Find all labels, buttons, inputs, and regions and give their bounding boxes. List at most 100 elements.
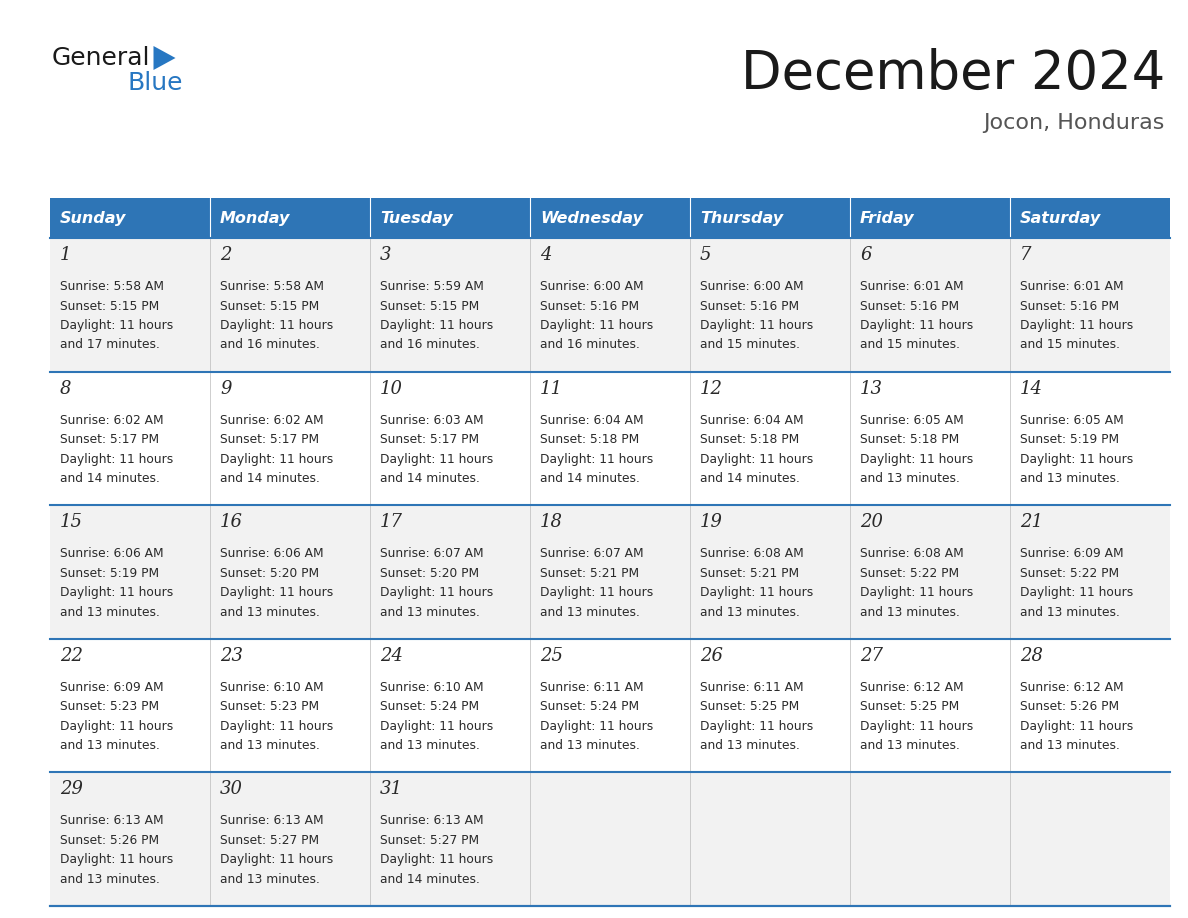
Text: and 13 minutes.: and 13 minutes. (220, 873, 320, 886)
Text: Sunrise: 5:58 AM: Sunrise: 5:58 AM (220, 280, 324, 293)
Text: Daylight: 11 hours: Daylight: 11 hours (61, 720, 173, 733)
Text: and 17 minutes.: and 17 minutes. (61, 339, 160, 352)
Text: 17: 17 (380, 513, 403, 532)
Text: Sunrise: 6:02 AM: Sunrise: 6:02 AM (220, 414, 323, 427)
Text: and 13 minutes.: and 13 minutes. (1020, 739, 1120, 752)
Text: and 13 minutes.: and 13 minutes. (380, 739, 480, 752)
Text: Daylight: 11 hours: Daylight: 11 hours (860, 453, 973, 465)
Bar (50, 639, 1170, 772)
Text: General: General (52, 46, 151, 70)
Text: Daylight: 11 hours: Daylight: 11 hours (220, 587, 334, 599)
Text: Sunset: 5:23 PM: Sunset: 5:23 PM (61, 700, 159, 713)
Text: and 16 minutes.: and 16 minutes. (220, 339, 320, 352)
Bar (50, 238, 1170, 372)
Text: Sunrise: 6:10 AM: Sunrise: 6:10 AM (220, 681, 323, 694)
Text: Sunrise: 6:06 AM: Sunrise: 6:06 AM (220, 547, 323, 560)
Text: Sunrise: 6:04 AM: Sunrise: 6:04 AM (541, 414, 644, 427)
Text: Tuesday: Tuesday (380, 210, 453, 226)
Text: 23: 23 (220, 647, 244, 665)
Bar (369, 198, 530, 238)
Text: Sunrise: 5:58 AM: Sunrise: 5:58 AM (61, 280, 164, 293)
Text: Sunset: 5:19 PM: Sunset: 5:19 PM (61, 566, 159, 579)
Text: Daylight: 11 hours: Daylight: 11 hours (220, 720, 334, 733)
Text: Sunset: 5:15 PM: Sunset: 5:15 PM (61, 299, 159, 312)
Text: 28: 28 (1020, 647, 1043, 665)
Text: Sunrise: 6:05 AM: Sunrise: 6:05 AM (1020, 414, 1124, 427)
Text: Sunset: 5:15 PM: Sunset: 5:15 PM (220, 299, 320, 312)
Text: Sunrise: 6:12 AM: Sunrise: 6:12 AM (1020, 681, 1124, 694)
Text: Daylight: 11 hours: Daylight: 11 hours (700, 453, 814, 465)
Text: Sunrise: 6:01 AM: Sunrise: 6:01 AM (1020, 280, 1124, 293)
Text: 25: 25 (541, 647, 563, 665)
Text: Sunset: 5:18 PM: Sunset: 5:18 PM (860, 433, 959, 446)
Text: and 13 minutes.: and 13 minutes. (700, 606, 800, 619)
Text: Daylight: 11 hours: Daylight: 11 hours (380, 319, 493, 332)
Text: and 14 minutes.: and 14 minutes. (700, 472, 800, 485)
Text: Sunset: 5:16 PM: Sunset: 5:16 PM (541, 299, 639, 312)
Text: 22: 22 (61, 647, 83, 665)
Text: Daylight: 11 hours: Daylight: 11 hours (541, 319, 653, 332)
Text: Friday: Friday (860, 210, 915, 226)
Polygon shape (153, 46, 176, 70)
Text: 27: 27 (860, 647, 883, 665)
Text: and 14 minutes.: and 14 minutes. (380, 873, 480, 886)
Text: Daylight: 11 hours: Daylight: 11 hours (61, 854, 173, 867)
Text: December 2024: December 2024 (741, 48, 1165, 100)
Text: and 13 minutes.: and 13 minutes. (1020, 606, 1120, 619)
Text: and 13 minutes.: and 13 minutes. (860, 472, 960, 485)
Text: Sunset: 5:17 PM: Sunset: 5:17 PM (220, 433, 320, 446)
Text: Sunset: 5:16 PM: Sunset: 5:16 PM (860, 299, 959, 312)
Text: Sunrise: 6:08 AM: Sunrise: 6:08 AM (700, 547, 804, 560)
Text: 20: 20 (860, 513, 883, 532)
Text: Daylight: 11 hours: Daylight: 11 hours (380, 587, 493, 599)
Text: Sunrise: 6:13 AM: Sunrise: 6:13 AM (220, 814, 323, 827)
Text: and 13 minutes.: and 13 minutes. (700, 739, 800, 752)
Text: Sunrise: 6:07 AM: Sunrise: 6:07 AM (541, 547, 644, 560)
Text: Sunrise: 6:09 AM: Sunrise: 6:09 AM (61, 681, 164, 694)
Text: and 13 minutes.: and 13 minutes. (860, 739, 960, 752)
Text: Sunset: 5:15 PM: Sunset: 5:15 PM (380, 299, 479, 312)
Text: 14: 14 (1020, 380, 1043, 397)
Text: Daylight: 11 hours: Daylight: 11 hours (860, 319, 973, 332)
Text: Sunrise: 6:08 AM: Sunrise: 6:08 AM (860, 547, 963, 560)
Text: Sunrise: 6:02 AM: Sunrise: 6:02 AM (61, 414, 164, 427)
Text: and 16 minutes.: and 16 minutes. (541, 339, 640, 352)
Bar (50, 372, 1170, 505)
Text: Daylight: 11 hours: Daylight: 11 hours (1020, 453, 1133, 465)
Text: Daylight: 11 hours: Daylight: 11 hours (700, 587, 814, 599)
Text: Sunrise: 6:00 AM: Sunrise: 6:00 AM (541, 280, 644, 293)
Text: 8: 8 (61, 380, 71, 397)
Bar (50, 505, 1170, 639)
Text: 24: 24 (380, 647, 403, 665)
Text: Sunset: 5:17 PM: Sunset: 5:17 PM (61, 433, 159, 446)
Text: Sunset: 5:18 PM: Sunset: 5:18 PM (541, 433, 639, 446)
Text: Sunset: 5:27 PM: Sunset: 5:27 PM (220, 834, 320, 847)
Text: Sunset: 5:23 PM: Sunset: 5:23 PM (220, 700, 320, 713)
Text: Sunrise: 6:12 AM: Sunrise: 6:12 AM (860, 681, 963, 694)
Text: Daylight: 11 hours: Daylight: 11 hours (860, 720, 973, 733)
Text: Sunset: 5:19 PM: Sunset: 5:19 PM (1020, 433, 1119, 446)
Text: Daylight: 11 hours: Daylight: 11 hours (220, 319, 334, 332)
Text: Daylight: 11 hours: Daylight: 11 hours (61, 587, 173, 599)
Text: Sunset: 5:25 PM: Sunset: 5:25 PM (700, 700, 800, 713)
Text: Sunset: 5:20 PM: Sunset: 5:20 PM (220, 566, 320, 579)
Text: 16: 16 (220, 513, 244, 532)
Text: Sunset: 5:18 PM: Sunset: 5:18 PM (700, 433, 800, 446)
Text: 13: 13 (860, 380, 883, 397)
Text: Daylight: 11 hours: Daylight: 11 hours (1020, 319, 1133, 332)
Text: 31: 31 (380, 780, 403, 799)
Text: Sunrise: 6:06 AM: Sunrise: 6:06 AM (61, 547, 164, 560)
Text: Thursday: Thursday (700, 210, 783, 226)
Text: Wednesday: Wednesday (541, 210, 643, 226)
Text: and 13 minutes.: and 13 minutes. (541, 739, 640, 752)
Text: 12: 12 (700, 380, 723, 397)
Bar (210, 198, 369, 238)
Text: Daylight: 11 hours: Daylight: 11 hours (220, 453, 334, 465)
Text: Sunset: 5:26 PM: Sunset: 5:26 PM (1020, 700, 1119, 713)
Text: Sunset: 5:21 PM: Sunset: 5:21 PM (541, 566, 639, 579)
Text: 10: 10 (380, 380, 403, 397)
Text: Sunday: Sunday (61, 210, 126, 226)
Bar (849, 198, 1010, 238)
Text: and 15 minutes.: and 15 minutes. (1020, 339, 1120, 352)
Text: 5: 5 (700, 246, 712, 264)
